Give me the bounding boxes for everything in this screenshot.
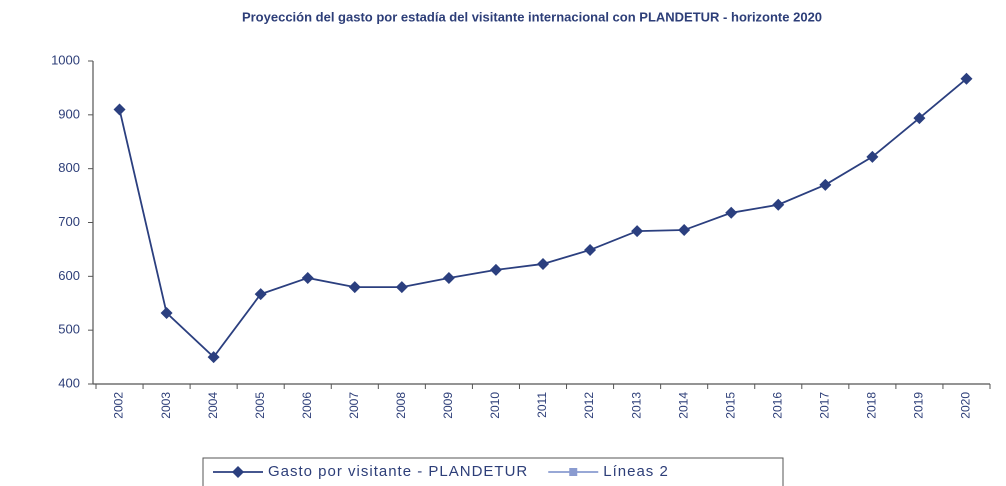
marker	[913, 112, 926, 125]
x-tick-label: 2012	[582, 392, 596, 419]
y-tick-label: 600	[58, 268, 80, 283]
x-tick-label: 2014	[676, 392, 690, 419]
marker	[725, 206, 738, 219]
marker	[489, 263, 502, 276]
y-tick-label: 400	[58, 375, 80, 390]
marker	[678, 224, 691, 237]
marker	[960, 72, 973, 85]
legend-label: Líneas 2	[603, 463, 669, 480]
chart-title: Proyección del gasto por estadía del vis…	[242, 9, 822, 24]
marker	[207, 351, 220, 364]
marker	[819, 178, 832, 191]
x-tick-label: 2009	[441, 392, 455, 419]
x-tick-label: 2010	[488, 392, 502, 419]
x-tick-label: 2016	[770, 392, 784, 419]
y-tick-label: 800	[58, 160, 80, 175]
legend: Gasto por visitante - PLANDETUR Líneas 2	[202, 457, 784, 486]
y-tick-label: 900	[58, 106, 80, 121]
marker	[232, 466, 244, 478]
y-tick-label: 500	[58, 322, 80, 337]
marker	[160, 306, 173, 319]
legend-box	[202, 457, 784, 486]
x-tick-label: 2019	[912, 392, 926, 419]
marker	[442, 271, 455, 284]
marker	[772, 198, 785, 211]
marker	[113, 103, 126, 116]
x-tick-label: 2005	[253, 392, 267, 419]
marker	[631, 225, 644, 238]
x-tick-label: 2020	[959, 392, 973, 419]
marker	[569, 468, 578, 476]
series-line	[118, 78, 968, 359]
marker	[866, 150, 879, 163]
x-tick-label: 2003	[159, 392, 173, 419]
y-tick-label: 1000	[51, 52, 80, 67]
marker	[301, 271, 314, 284]
marker	[348, 281, 361, 294]
x-tick-label: 2004	[206, 392, 220, 419]
x-tick-label: 2017	[817, 392, 831, 419]
x-tick-label: 2007	[347, 392, 361, 419]
x-tick-label: 2018	[865, 392, 879, 419]
y-tick-label: 700	[58, 214, 80, 229]
x-tick-label: 2013	[629, 392, 643, 419]
x-tick-label: 2011	[535, 392, 549, 418]
marker	[395, 281, 408, 294]
marker	[537, 257, 549, 270]
marker	[254, 288, 267, 301]
x-tick-label: 2015	[723, 392, 737, 419]
marker	[584, 243, 597, 256]
legend-label: Gasto por visitante - PLANDETUR	[268, 463, 528, 480]
x-tick-label: 2002	[112, 392, 126, 419]
x-tick-label: 2006	[300, 392, 314, 419]
x-tick-label: 2008	[394, 392, 408, 419]
